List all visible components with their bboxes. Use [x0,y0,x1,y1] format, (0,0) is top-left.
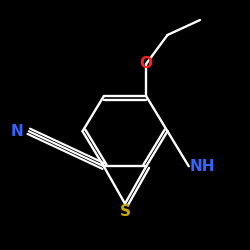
Text: S: S [120,204,130,219]
Text: N: N [11,124,24,139]
Text: O: O [140,56,153,71]
Text: NH: NH [190,159,216,174]
